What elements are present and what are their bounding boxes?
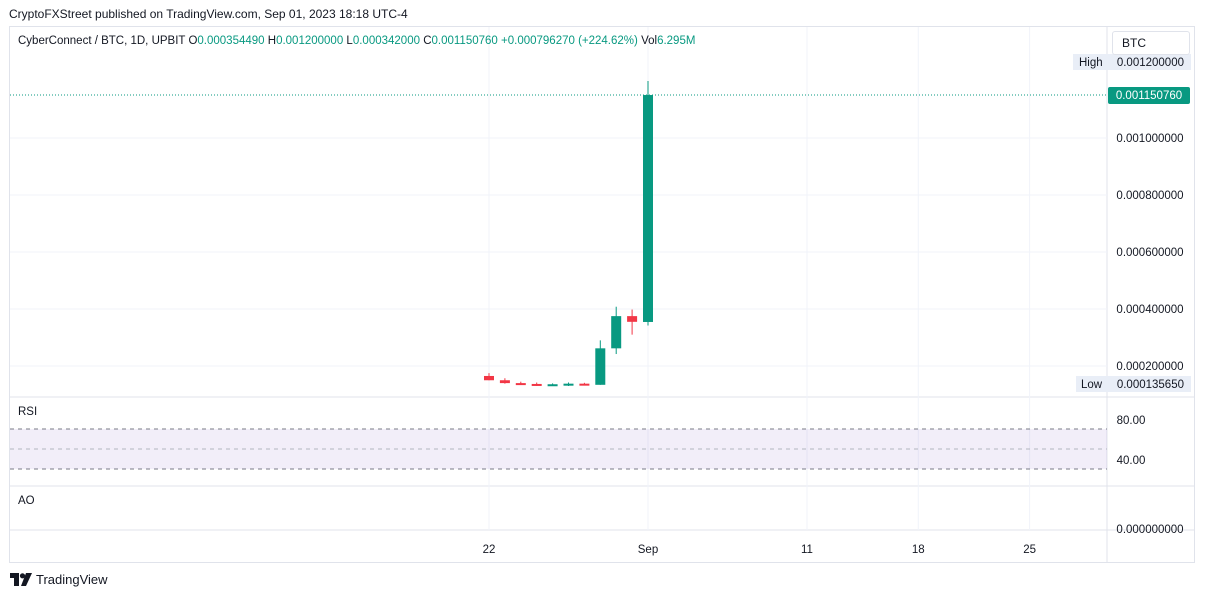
high-value: 0.001200000 bbox=[276, 35, 344, 47]
candle-body bbox=[547, 384, 558, 387]
low-value: 0.000342000 bbox=[352, 35, 420, 47]
open-label: O bbox=[188, 35, 198, 47]
candle-body bbox=[484, 375, 494, 381]
high-value: 0.001200000 bbox=[1117, 57, 1184, 69]
volume-label: Vol bbox=[641, 35, 658, 47]
time-tick-label: 22 bbox=[483, 544, 496, 556]
published-caption: CryptoFXStreet published on TradingView.… bbox=[9, 7, 408, 21]
candle-body bbox=[515, 383, 526, 386]
open-value: 0.000354490 bbox=[197, 35, 265, 47]
price-tick-label: 0.000800000 bbox=[1116, 190, 1183, 202]
symbol-legend: CyberConnect / BTC, 1D, UPBIT O0.0003544… bbox=[18, 35, 695, 47]
price-tick-label: 0.000600000 bbox=[1116, 247, 1183, 259]
tradingview-logo-icon bbox=[10, 573, 32, 586]
tradingview-logo[interactable]: TradingView bbox=[10, 572, 108, 587]
currency-button[interactable]: BTC bbox=[1112, 31, 1190, 55]
candle-body bbox=[579, 383, 590, 386]
candles bbox=[484, 81, 653, 387]
tradingview-brand: TradingView bbox=[36, 572, 108, 587]
candle-body bbox=[531, 383, 542, 386]
ao-pane-label: AO bbox=[18, 495, 35, 507]
price-tick-label: 0.000200000 bbox=[1116, 361, 1183, 373]
chart-frame bbox=[9, 26, 1195, 563]
candle-body bbox=[563, 383, 574, 386]
rsi-tick-label: 80.00 bbox=[1117, 415, 1146, 427]
high-label-bg bbox=[1073, 54, 1191, 70]
price-tick-label: 0.001000000 bbox=[1116, 133, 1183, 145]
ao-tick-label: 0.000000000 bbox=[1116, 524, 1183, 536]
time-tick-label: 11 bbox=[801, 544, 813, 556]
candle-body bbox=[595, 348, 606, 385]
candle-body bbox=[627, 316, 638, 322]
rsi-band-fill bbox=[10, 429, 1107, 469]
grid-lines bbox=[10, 27, 1194, 562]
candle-body bbox=[611, 316, 622, 349]
time-tick-label: Sep bbox=[638, 544, 658, 556]
volume-value: 6.295M bbox=[657, 35, 696, 47]
candle-body bbox=[499, 380, 510, 384]
last-price-value: 0.001150760 bbox=[1116, 90, 1182, 102]
price-axis: 0.001000000 0.000800000 0.000600000 0.00040… bbox=[1073, 54, 1191, 536]
change-value: +0.000796270 (+224.62%) bbox=[501, 35, 638, 47]
low-label: L bbox=[346, 35, 353, 47]
low-value: 0.000135650 bbox=[1117, 379, 1184, 391]
time-tick-label: 18 bbox=[912, 544, 925, 556]
close-value: 0.001150760 bbox=[431, 35, 498, 47]
low-label-bg bbox=[1076, 376, 1191, 392]
rsi-tick-label: 40.00 bbox=[1117, 455, 1146, 467]
close-label: C bbox=[423, 35, 432, 47]
rsi-band bbox=[10, 428, 1107, 470]
time-tick-label: 25 bbox=[1023, 544, 1036, 556]
high-label: High bbox=[1079, 57, 1103, 69]
candle-body bbox=[643, 95, 653, 322]
last-price-badge bbox=[1108, 87, 1190, 105]
symbol-name[interactable]: CyberConnect / BTC, 1D, UPBIT bbox=[18, 35, 186, 47]
low-label: Low bbox=[1081, 379, 1103, 391]
high-label: H bbox=[267, 35, 277, 47]
time-axis: 22 Sep 11 18 25 bbox=[483, 544, 1036, 556]
price-tick-label: 0.000400000 bbox=[1116, 304, 1183, 316]
rsi-pane-label: RSI bbox=[18, 406, 38, 418]
